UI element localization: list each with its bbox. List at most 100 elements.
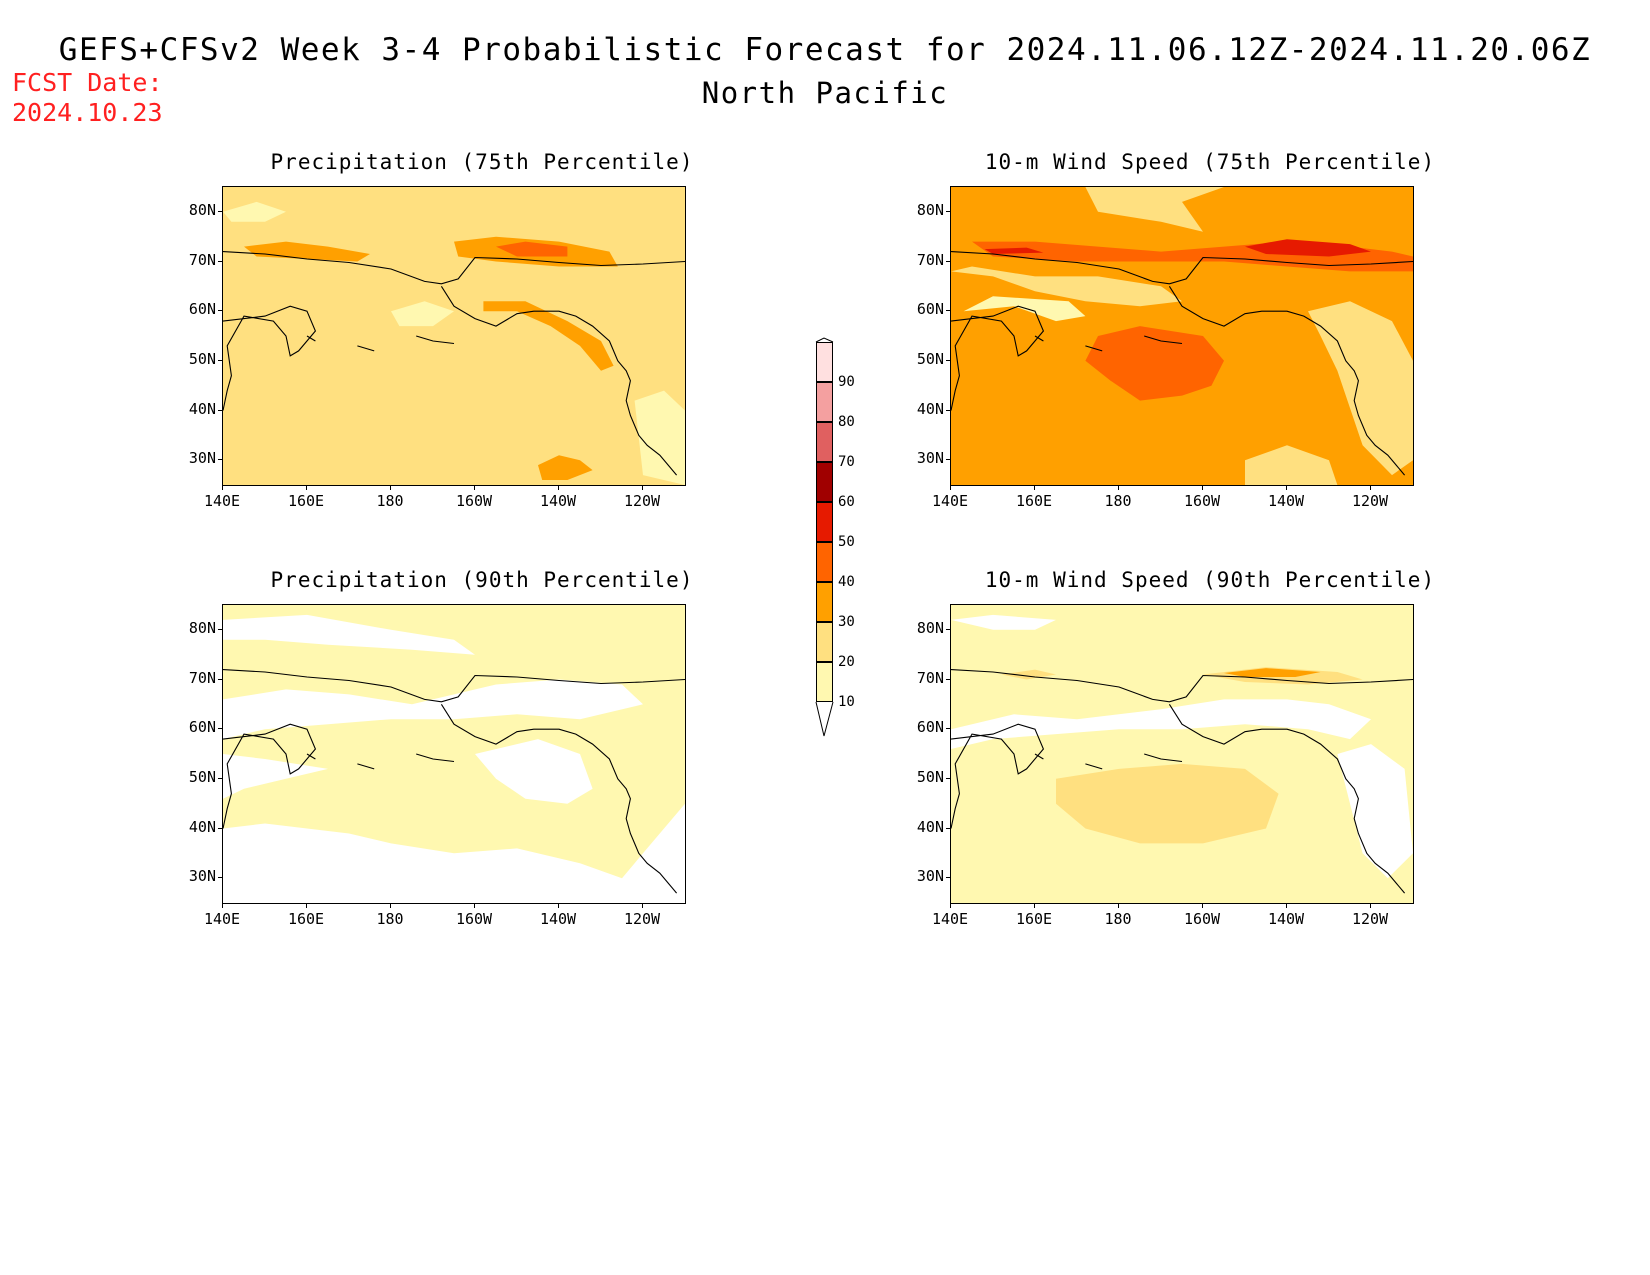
lon-tick bbox=[390, 903, 391, 908]
contour-map bbox=[951, 187, 1413, 485]
lat-tick bbox=[218, 728, 223, 730]
lon-tick bbox=[1286, 903, 1287, 908]
map-area bbox=[222, 186, 686, 486]
shaded-region bbox=[223, 614, 475, 655]
contour-map bbox=[223, 605, 685, 903]
lon-tick-label: 180 bbox=[1104, 492, 1132, 510]
panel-title: 10-m Wind Speed (75th Percentile) bbox=[984, 150, 1436, 174]
panel-wind-75: 10-m Wind Speed (75th Percentile) 80N 70N… bbox=[830, 150, 1590, 570]
figure-title: GEFS+CFSv2 Week 3-4 Probabilistic Foreca… bbox=[58, 32, 1592, 68]
shaded-region bbox=[496, 241, 568, 257]
lon-tick bbox=[1118, 903, 1119, 908]
lat-tick-label: 30N bbox=[188, 449, 216, 468]
panel-title: Precipitation (90th Percentile) bbox=[270, 568, 694, 592]
lon-tick bbox=[1034, 903, 1035, 908]
shaded-region bbox=[475, 739, 593, 804]
shaded-region bbox=[1085, 326, 1224, 401]
lon-tick-label: 160W bbox=[1183, 910, 1221, 928]
coastline bbox=[1144, 753, 1183, 763]
lat-tick bbox=[218, 678, 223, 680]
colorbar-label: 60 bbox=[838, 494, 855, 510]
lat-tick-label: 40N bbox=[188, 399, 216, 418]
lon-tick bbox=[950, 485, 951, 490]
lon-tick bbox=[1370, 903, 1371, 908]
coastline bbox=[1034, 335, 1044, 342]
contour-map bbox=[223, 187, 685, 485]
coastline bbox=[223, 723, 317, 829]
shaded-region bbox=[483, 301, 614, 371]
lon-tick-label: 140E bbox=[931, 910, 969, 928]
coastline bbox=[1144, 335, 1183, 345]
lat-tick bbox=[946, 210, 951, 212]
lat-tick-label: 80N bbox=[188, 200, 216, 219]
coastline bbox=[416, 753, 455, 763]
lat-tick bbox=[946, 628, 951, 630]
lon-tick-label: 180 bbox=[376, 492, 404, 510]
lat-tick-label: 50N bbox=[916, 349, 944, 368]
shaded-region bbox=[223, 803, 685, 903]
coastline bbox=[1168, 286, 1406, 476]
lat-tick-label: 80N bbox=[188, 618, 216, 637]
lat-tick-label: 80N bbox=[916, 618, 944, 637]
shaded-region bbox=[1001, 669, 1056, 680]
lon-tick bbox=[950, 903, 951, 908]
colorbar-label: 80 bbox=[838, 414, 855, 430]
lon-tick-label: 160E bbox=[287, 910, 325, 928]
base-fill bbox=[951, 605, 1413, 903]
colorbar: 10 20 30 40 50 60 70 80 90 bbox=[808, 332, 888, 742]
lon-tick-label: 120W bbox=[623, 492, 661, 510]
coastline bbox=[440, 286, 678, 476]
panel-title: 10-m Wind Speed (90th Percentile) bbox=[984, 568, 1436, 592]
fcst-date-value: 2024.10.23 bbox=[12, 98, 163, 127]
fcst-date-label: FCST Date: bbox=[12, 68, 163, 97]
coastline bbox=[223, 305, 317, 411]
lon-tick bbox=[1370, 485, 1371, 490]
coastline bbox=[951, 305, 1045, 411]
lon-tick-label: 160E bbox=[1015, 492, 1053, 510]
panel-wind-90: 10-m Wind Speed (90th Percentile) 80N 70N… bbox=[830, 568, 1590, 988]
lat-tick-label: 50N bbox=[188, 767, 216, 786]
lat-tick-label: 70N bbox=[188, 668, 216, 687]
colorbar-swatch bbox=[816, 542, 833, 582]
colorbar-label: 30 bbox=[838, 614, 855, 630]
shaded-region bbox=[1308, 301, 1413, 476]
lon-tick-label: 120W bbox=[1351, 492, 1389, 510]
lon-tick bbox=[390, 485, 391, 490]
shaded-region bbox=[951, 614, 1056, 630]
lon-tick-label: 140W bbox=[1267, 492, 1305, 510]
lon-tick-label: 180 bbox=[1104, 910, 1132, 928]
contour-map bbox=[951, 605, 1413, 903]
panel-precip-90: Precipitation (90th Percentile) 80N 70N 60… bbox=[102, 568, 862, 988]
coastline bbox=[951, 669, 1413, 703]
colorbar-label: 40 bbox=[838, 574, 855, 590]
lat-tick-label: 30N bbox=[188, 867, 216, 886]
lon-tick bbox=[306, 485, 307, 490]
lat-tick-label: 60N bbox=[188, 718, 216, 737]
shaded-region bbox=[244, 241, 370, 262]
lon-tick bbox=[222, 485, 223, 490]
lon-tick bbox=[306, 903, 307, 908]
lon-tick bbox=[558, 485, 559, 490]
map-area bbox=[950, 604, 1414, 904]
shaded-region bbox=[538, 455, 593, 480]
shaded-region bbox=[223, 679, 643, 740]
lon-tick-label: 140E bbox=[931, 492, 969, 510]
colorbar-label: 10 bbox=[838, 694, 855, 710]
lat-tick bbox=[946, 459, 951, 461]
coastline bbox=[1085, 763, 1103, 770]
lat-tick bbox=[946, 877, 951, 879]
lat-tick bbox=[946, 678, 951, 680]
coastline bbox=[951, 251, 1413, 285]
coastline bbox=[1034, 753, 1044, 760]
lon-tick bbox=[1034, 485, 1035, 490]
coastline bbox=[1085, 345, 1103, 352]
lat-tick bbox=[946, 359, 951, 361]
lat-tick bbox=[946, 260, 951, 262]
lon-tick bbox=[474, 903, 475, 908]
colorbar-swatch bbox=[816, 502, 833, 542]
lat-tick bbox=[946, 777, 951, 779]
lat-tick-label: 40N bbox=[188, 817, 216, 836]
lat-tick-label: 30N bbox=[916, 449, 944, 468]
lon-tick-label: 160E bbox=[1015, 910, 1053, 928]
map-area bbox=[222, 604, 686, 904]
